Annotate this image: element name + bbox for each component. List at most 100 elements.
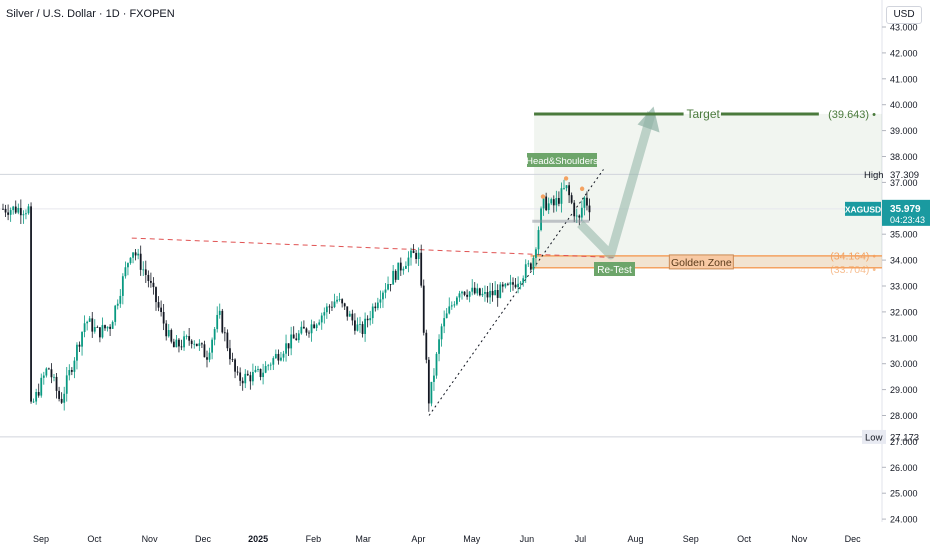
candle-body: [565, 185, 568, 189]
candle-body: [267, 365, 270, 367]
candle-body: [91, 318, 94, 332]
candle-body: [399, 262, 402, 271]
pattern-point-marker: [540, 194, 546, 199]
candle-body: [440, 326, 443, 340]
low-label-box: [862, 429, 886, 444]
candle-body: [573, 202, 576, 217]
candle-body: [175, 339, 178, 348]
candle-body: [507, 283, 509, 285]
target-value-label: (39.643) •: [828, 109, 876, 121]
candle-body: [524, 264, 527, 279]
y-tick-label: 28.000: [890, 411, 918, 421]
x-tick-label: Oct: [87, 534, 102, 544]
candle-body: [461, 291, 463, 294]
retest-label: Re-Test: [597, 265, 632, 276]
candle-body: [310, 324, 313, 334]
candle-body: [445, 313, 448, 319]
candle-body: [25, 213, 27, 215]
candle-body: [188, 336, 191, 341]
candle-body: [568, 185, 570, 196]
candle-body: [303, 326, 305, 329]
candle-body: [494, 290, 497, 296]
candle-body: [119, 295, 122, 304]
candle-body: [540, 208, 542, 231]
x-tick-label: Sep: [683, 534, 699, 544]
y-tick-label: 41.000: [890, 74, 918, 84]
candle-body: [127, 263, 129, 268]
candle-body: [509, 282, 512, 285]
candle-body: [558, 198, 560, 204]
golden-zone-label: Golden Zone: [671, 257, 732, 269]
candle-body: [229, 348, 231, 360]
y-tick-label: 32.000: [890, 307, 918, 317]
y-tick-label: 24.000: [890, 515, 918, 525]
candle-body: [560, 188, 563, 204]
candle-body: [226, 332, 229, 349]
projection-arrow: [577, 111, 656, 260]
price-axis[interactable]: [882, 0, 932, 550]
candle-body: [331, 306, 333, 308]
candle-body: [142, 269, 145, 271]
candle-body: [73, 360, 76, 372]
candle-body: [35, 392, 38, 402]
candle-body: [422, 285, 425, 333]
candle-body: [570, 195, 573, 203]
candle-body: [2, 208, 4, 210]
candle-body: [359, 324, 361, 325]
price-box: [882, 199, 930, 226]
candle-body: [280, 357, 282, 361]
candle-body: [323, 312, 326, 316]
candle-body: [481, 293, 484, 296]
x-tick-label: Oct: [737, 534, 752, 544]
pattern-point-marker: [579, 186, 585, 191]
y-tick-label: 30.000: [890, 359, 918, 369]
y-tick-label: 40.000: [890, 100, 918, 110]
currency-button[interactable]: USD: [886, 6, 922, 24]
candle-body: [405, 265, 407, 269]
candle-body: [12, 206, 15, 211]
candle-body: [351, 313, 354, 321]
candle-body: [160, 307, 162, 312]
candle-body: [132, 252, 134, 258]
candle-body: [292, 334, 295, 339]
candle-body: [519, 282, 522, 284]
candle-body: [221, 310, 224, 333]
candle-body: [443, 318, 446, 327]
candle-body: [211, 339, 213, 353]
candle-body: [491, 290, 494, 296]
candle-body: [580, 207, 583, 218]
x-tick-label: Nov: [791, 534, 808, 544]
chart-title: Silver / U.S. Dollar · 1D · FXOPEN: [6, 8, 175, 20]
candle-body: [121, 276, 124, 296]
pattern-badge: Head&Shoulders: [526, 153, 598, 167]
candle-body: [101, 325, 104, 338]
candle-body: [63, 393, 66, 403]
candle-body: [139, 253, 142, 270]
candle-body: [537, 230, 540, 250]
candle-body: [341, 299, 344, 304]
golden-zone-upper-label: (34.164) •: [830, 250, 876, 262]
candle-body: [208, 352, 211, 360]
candle-body: [468, 291, 471, 297]
candle-body: [512, 282, 514, 285]
candle-body: [203, 344, 206, 358]
candle-body: [170, 330, 173, 342]
candle-body: [99, 327, 101, 338]
candle-body: [392, 270, 395, 285]
candle-body: [37, 392, 40, 396]
candle-body: [88, 318, 91, 322]
candle-body: [30, 206, 32, 402]
candle-body: [81, 331, 83, 347]
candle-body: [9, 210, 12, 215]
low-label: Low: [865, 432, 883, 443]
candle-body: [32, 401, 35, 403]
low-value: 27.173: [890, 432, 919, 443]
candle-body: [489, 290, 491, 298]
candle-body: [529, 263, 532, 270]
y-tick-label: 31.000: [890, 333, 918, 343]
candle-body: [389, 284, 392, 285]
candle-body: [555, 198, 558, 206]
candle-body: [14, 206, 17, 213]
candle-body: [60, 398, 63, 403]
